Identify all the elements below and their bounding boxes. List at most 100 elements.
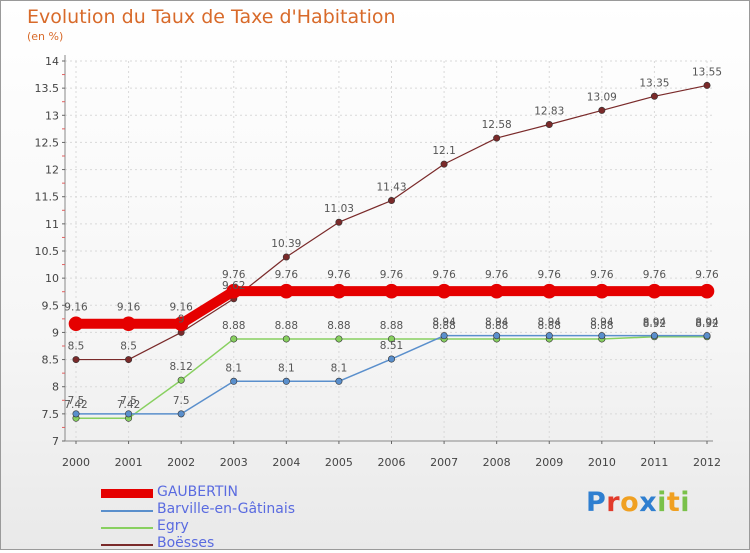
x-tick-label: 2012 bbox=[693, 456, 721, 469]
data-point bbox=[489, 283, 504, 299]
logo-letter: i bbox=[680, 487, 691, 518]
y-tick-label: 9.5 bbox=[42, 299, 60, 312]
data-point bbox=[68, 316, 84, 332]
y-tick-label: 10 bbox=[45, 272, 59, 285]
data-label: 9.76 bbox=[695, 269, 719, 281]
data-point bbox=[647, 283, 662, 299]
data-point bbox=[545, 332, 553, 340]
y-tick-label: 12 bbox=[45, 164, 59, 177]
y-tick-label: 13 bbox=[45, 109, 59, 122]
data-label: 7.42 bbox=[64, 399, 87, 411]
data-label: 9.76 bbox=[432, 269, 456, 281]
data-label: 8.51 bbox=[380, 340, 403, 352]
data-point bbox=[387, 197, 395, 205]
data-point bbox=[440, 332, 448, 340]
data-label: 9.76 bbox=[275, 269, 299, 281]
data-point bbox=[384, 283, 399, 299]
x-tick-label: 2008 bbox=[483, 456, 511, 469]
x-tick-label: 2009 bbox=[535, 456, 563, 469]
data-label: 7.5 bbox=[68, 395, 85, 407]
data-point bbox=[703, 81, 711, 89]
logo-letter: x bbox=[639, 487, 658, 518]
data-label: 9.16 bbox=[117, 302, 141, 314]
data-label: 8.94 bbox=[590, 317, 614, 329]
proxiti-logo: Proxiti bbox=[586, 487, 690, 518]
data-point bbox=[282, 253, 290, 261]
x-tick-label: 2004 bbox=[272, 456, 300, 469]
chart-title: Evolution du Taux de Taxe d'Habitation bbox=[27, 6, 396, 28]
x-tick-label: 2005 bbox=[325, 456, 353, 469]
x-tick-label: 2007 bbox=[430, 456, 458, 469]
data-label: 13.09 bbox=[587, 91, 617, 103]
legend-swatch-gaubertin bbox=[101, 489, 153, 498]
data-point bbox=[279, 283, 294, 299]
data-label: 8.92 bbox=[695, 318, 718, 330]
data-point bbox=[177, 376, 185, 384]
x-tick-label: 2002 bbox=[167, 456, 195, 469]
data-point bbox=[335, 335, 343, 343]
data-label: 8.88 bbox=[327, 320, 350, 332]
data-label: 8.88 bbox=[538, 320, 561, 332]
data-point bbox=[650, 332, 658, 340]
data-point bbox=[226, 283, 242, 299]
data-label: 13.55 bbox=[692, 66, 722, 78]
data-label: 8.88 bbox=[590, 320, 613, 332]
x-tick-label: 2010 bbox=[588, 456, 616, 469]
data-label: 9 bbox=[178, 313, 185, 325]
legend-label-boesses: Boësses bbox=[157, 535, 215, 551]
data-label: 8.94 bbox=[538, 317, 562, 329]
legend-swatch-boesses bbox=[101, 544, 153, 546]
data-label: 8.88 bbox=[380, 320, 403, 332]
data-point bbox=[331, 283, 347, 299]
data-point bbox=[541, 283, 557, 299]
chart-subtitle: (en %) bbox=[27, 30, 64, 43]
data-label: 8.92 bbox=[643, 318, 666, 330]
data-label: 8.1 bbox=[278, 362, 295, 374]
data-point bbox=[72, 410, 80, 418]
data-label: 9.16 bbox=[169, 302, 193, 314]
data-label: 7.5 bbox=[120, 395, 137, 407]
data-point bbox=[598, 332, 606, 340]
data-point bbox=[125, 410, 133, 418]
y-tick-label: 9 bbox=[52, 326, 59, 339]
data-label: 8.5 bbox=[68, 341, 85, 353]
y-tick-label: 14 bbox=[45, 55, 59, 68]
data-point bbox=[387, 335, 395, 343]
y-tick-label: 11.5 bbox=[35, 191, 60, 204]
data-label: 8.94 bbox=[695, 317, 719, 329]
logo-letter: t bbox=[666, 487, 681, 518]
x-tick-label: 2003 bbox=[220, 456, 248, 469]
data-label: 12.1 bbox=[432, 145, 455, 157]
x-tick-label: 2000 bbox=[62, 456, 90, 469]
legend-swatch-barville bbox=[101, 510, 153, 512]
data-label: 8.94 bbox=[643, 317, 667, 329]
data-point bbox=[699, 283, 715, 299]
y-tick-label: 11 bbox=[45, 218, 59, 231]
data-point bbox=[230, 335, 238, 343]
data-point bbox=[703, 332, 711, 340]
data-label: 9.76 bbox=[327, 269, 351, 281]
data-label: 12.83 bbox=[534, 106, 564, 118]
data-label: 9.76 bbox=[590, 269, 614, 281]
data-label: 9.76 bbox=[380, 269, 404, 281]
legend-swatch-egry bbox=[101, 527, 153, 529]
y-tick-label: 7.5 bbox=[42, 408, 60, 421]
y-tick-label: 12.5 bbox=[35, 136, 60, 149]
data-label: 8.94 bbox=[432, 317, 456, 329]
data-label: 8.5 bbox=[120, 341, 137, 353]
data-label: 9.76 bbox=[485, 269, 509, 281]
data-label: 8.1 bbox=[225, 362, 242, 374]
data-point bbox=[282, 335, 290, 343]
data-label: 9.76 bbox=[538, 269, 562, 281]
data-label: 10.39 bbox=[271, 238, 301, 250]
data-label: 8.88 bbox=[485, 320, 508, 332]
legend-label-gaubertin: GAUBERTIN bbox=[157, 484, 238, 500]
data-point bbox=[230, 377, 238, 385]
x-tick-label: 2001 bbox=[115, 456, 143, 469]
data-label: 8.88 bbox=[222, 320, 245, 332]
data-point bbox=[177, 410, 185, 418]
data-label: 8.94 bbox=[485, 317, 509, 329]
data-label: 8.12 bbox=[169, 361, 192, 373]
data-label: 7.5 bbox=[173, 395, 190, 407]
data-label: 11.03 bbox=[324, 203, 354, 215]
